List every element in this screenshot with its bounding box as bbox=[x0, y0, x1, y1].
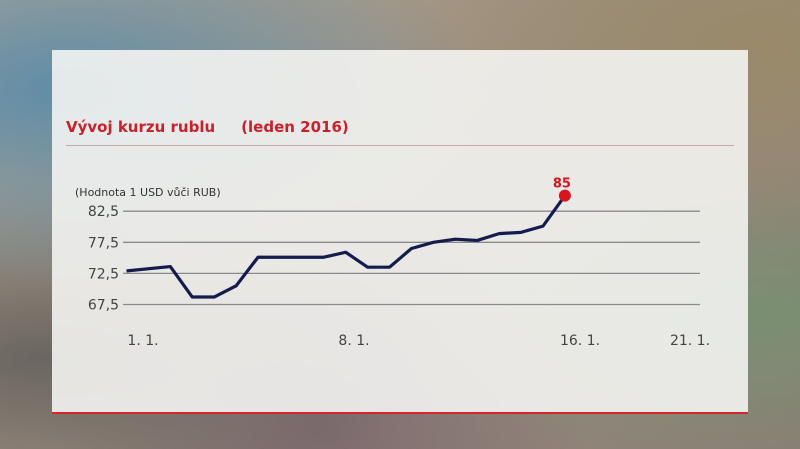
end-point-label: 85 bbox=[553, 177, 571, 192]
y-tick-label: 72,5 bbox=[88, 266, 119, 282]
chart-panel: Vývoj kurzu rublu (leden 2016) bbox=[52, 50, 748, 414]
y-tick-label: 77,5 bbox=[88, 235, 119, 251]
series-line bbox=[126, 194, 567, 299]
chart-title: Vývoj kurzu rublu (leden 2016) bbox=[66, 118, 349, 136]
x-tick-label: 16. 1. bbox=[560, 333, 600, 349]
title-divider bbox=[66, 145, 734, 146]
subtitle-text: (leden 2016) bbox=[241, 118, 349, 136]
title-text: Vývoj kurzu rublu bbox=[66, 118, 216, 136]
x-tick-label: 21. 1. bbox=[670, 333, 710, 349]
y-tick-label: 67,5 bbox=[88, 298, 119, 314]
y-tick-label: 82,5 bbox=[88, 204, 119, 220]
y-axis-label: (Hodnota 1 USD vůči RUB) bbox=[75, 186, 221, 199]
x-tick-label: 1. 1. bbox=[127, 333, 158, 349]
end-point-marker bbox=[558, 189, 571, 202]
x-tick-label: 8. 1. bbox=[338, 333, 369, 349]
